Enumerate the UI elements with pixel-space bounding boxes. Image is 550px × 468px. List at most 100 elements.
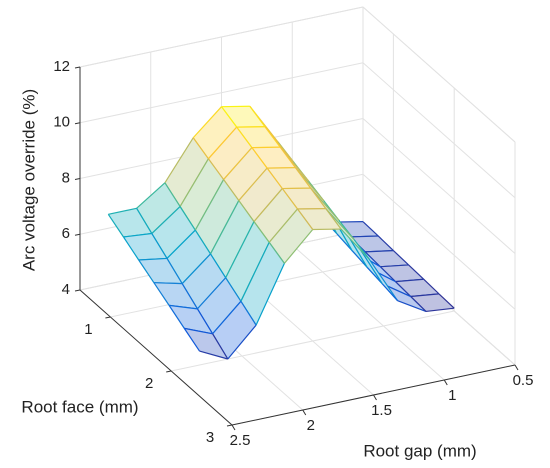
- mesh-line: [151, 206, 181, 234]
- mesh-line: [240, 300, 257, 326]
- mesh-line: [151, 233, 168, 259]
- mesh-line: [281, 188, 298, 210]
- tick-mark: [514, 364, 519, 371]
- surface-tint: [240, 242, 285, 326]
- mesh-line: [377, 235, 394, 252]
- mesh-line: [212, 300, 242, 335]
- surface-tint: [212, 301, 257, 359]
- y-tick-label: 1: [84, 321, 92, 338]
- surface-patch: [153, 282, 198, 309]
- mesh-line: [192, 106, 222, 139]
- surface-tint: [167, 230, 211, 284]
- mesh-line: [310, 187, 327, 209]
- surface-patch: [223, 147, 268, 201]
- z-tick-label: 10: [53, 114, 70, 131]
- surface-patch: [240, 242, 285, 326]
- surface-tint: [153, 282, 198, 309]
- grid-line: [362, 62, 516, 199]
- mesh-line: [283, 229, 314, 264]
- surface-tint: [223, 147, 268, 201]
- surface-patch: [210, 200, 254, 278]
- box-edge: [79, 6, 364, 68]
- surface-patch: [182, 253, 226, 309]
- surface-patch: [238, 168, 283, 222]
- mesh-line: [136, 208, 153, 234]
- x-tick-label: 1.5: [371, 402, 392, 419]
- surface-patch: [349, 235, 394, 252]
- tick-mark: [74, 289, 81, 292]
- mesh-line: [194, 229, 212, 255]
- surface-patch: [197, 277, 241, 334]
- surface-patch: [334, 221, 379, 237]
- x-tick-label: 2.5: [230, 432, 251, 449]
- mesh-line: [209, 253, 227, 279]
- mesh-line: [294, 167, 312, 189]
- mesh-line: [223, 147, 253, 180]
- surface-tint: [195, 179, 239, 254]
- mesh-line: [253, 188, 283, 222]
- mesh-line: [297, 208, 314, 230]
- surface-tint: [151, 206, 196, 259]
- surface-tint: [236, 126, 281, 148]
- mesh-line: [268, 208, 298, 243]
- mesh-line: [379, 266, 396, 283]
- mesh-line: [194, 179, 225, 231]
- mesh-line: [207, 158, 225, 180]
- mesh-line: [368, 258, 399, 302]
- grid-line: [291, 244, 445, 381]
- mesh-line: [349, 235, 379, 238]
- mesh-line: [236, 126, 253, 148]
- mesh-line: [122, 236, 140, 261]
- mesh-line: [183, 328, 200, 352]
- surface-tint: [184, 328, 228, 359]
- surface-patch: [164, 137, 209, 207]
- mesh-line: [164, 182, 181, 207]
- mesh-line: [164, 137, 194, 184]
- surface-tint: [210, 200, 254, 278]
- mesh-line: [364, 251, 381, 268]
- tick-mark: [166, 370, 172, 373]
- mesh-line: [264, 126, 281, 148]
- mesh-line: [366, 266, 383, 285]
- surface-patch: [282, 188, 326, 210]
- surface-patch: [382, 283, 426, 312]
- mesh-line: [223, 179, 240, 201]
- grid-line: [362, 173, 516, 310]
- tick-mark: [74, 66, 81, 69]
- surface-patch: [167, 230, 211, 284]
- z-tick-label: 12: [53, 58, 70, 75]
- surface-patch: [297, 208, 341, 230]
- surface-patch: [180, 158, 224, 231]
- surface-tint: [182, 253, 226, 309]
- mesh-line: [410, 293, 440, 298]
- mesh-line: [266, 167, 283, 189]
- surface-tint: [267, 167, 311, 189]
- mesh-line: [227, 324, 257, 360]
- mesh-line: [365, 249, 394, 253]
- surface-tint: [254, 188, 298, 243]
- z-tick-label: 4: [62, 281, 70, 298]
- surface-tint: [169, 305, 213, 334]
- mesh-line: [169, 304, 198, 310]
- mesh-line: [408, 264, 425, 280]
- mesh-line: [212, 333, 229, 360]
- mesh-line: [107, 213, 124, 238]
- z-tick-label: 8: [62, 169, 70, 186]
- surface-tint: [164, 137, 209, 207]
- mesh-line: [225, 277, 242, 302]
- mesh-line: [225, 221, 255, 279]
- mesh-line: [181, 253, 211, 285]
- mesh-line: [138, 257, 168, 261]
- y-tick-label: 2: [145, 375, 153, 392]
- tick-mark: [226, 424, 233, 427]
- surface-patch: [254, 188, 298, 243]
- surface-patch: [193, 106, 237, 159]
- mesh-line: [179, 158, 209, 207]
- mesh-line: [138, 259, 155, 284]
- mesh-line: [153, 282, 183, 285]
- surface-patch: [269, 209, 313, 264]
- surface-tint: [382, 283, 426, 312]
- surface-tint: [269, 209, 313, 264]
- x-tick-label: 1: [448, 387, 456, 404]
